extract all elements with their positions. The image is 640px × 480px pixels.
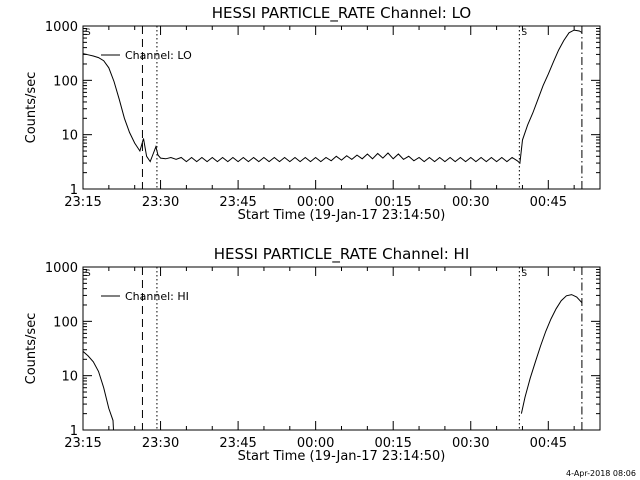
x-tick-label: 00:45 [530, 195, 567, 210]
corner-flag: S [521, 28, 527, 38]
y-tick-label: 10 [61, 370, 78, 385]
corner-flag: S [85, 269, 91, 279]
x-tick-label: 00:45 [530, 436, 567, 451]
series-line [82, 351, 114, 431]
x-tick-label: 23:30 [142, 436, 179, 451]
x-tick-label: 23:15 [64, 436, 101, 451]
x-tick-label: 23:45 [219, 195, 256, 210]
y-tick-label: 1 [70, 424, 78, 439]
x-tick-label: 00:30 [452, 195, 489, 210]
lo-channel-panel: HESSI PARTICLE_RATE Channel: LO 1 10 100 100… [24, 4, 601, 223]
corner-flag: S [85, 28, 91, 38]
hi-channel-panel: HESSI PARTICLE_RATE Channel: HI 1 10 100 100… [24, 245, 601, 464]
x-tick-label: 00:00 [297, 195, 334, 210]
y-tick-label: 1000 [45, 20, 78, 35]
x-tick-label: 00:15 [374, 436, 411, 451]
y-tick-label: 10 [61, 129, 78, 144]
y-tick-label: 1 [70, 183, 78, 198]
x-tick-label: 00:30 [452, 436, 489, 451]
chart-title: HESSI PARTICLE_RATE Channel: HI [214, 245, 470, 264]
y-tick-label: 1000 [45, 261, 78, 276]
x-tick-label: 23:30 [142, 195, 179, 210]
legend-label: Channel: LO [125, 49, 192, 62]
generation-timestamp: 4-Apr-2018 08:06 [566, 469, 636, 478]
legend-label: Channel: HI [125, 290, 189, 303]
y-tick-label: 100 [53, 315, 78, 330]
x-tick-label: 00:15 [374, 195, 411, 210]
x-tick-label: 00:00 [297, 436, 334, 451]
x-axis-label: Start Time (19-Jan-17 23:14:50) [238, 449, 446, 464]
series-line [520, 294, 583, 414]
series-line [82, 29, 583, 165]
y-tick-label: 100 [53, 74, 78, 89]
y-axis-label: Counts/sec [24, 313, 39, 385]
x-axis-label: Start Time (19-Jan-17 23:14:50) [238, 208, 446, 223]
x-tick-label: 23:15 [64, 195, 101, 210]
x-tick-label: 23:45 [219, 436, 256, 451]
y-axis-label: Counts/sec [24, 72, 39, 144]
chart-title: HESSI PARTICLE_RATE Channel: LO [212, 4, 471, 23]
corner-flag: S [521, 269, 527, 279]
